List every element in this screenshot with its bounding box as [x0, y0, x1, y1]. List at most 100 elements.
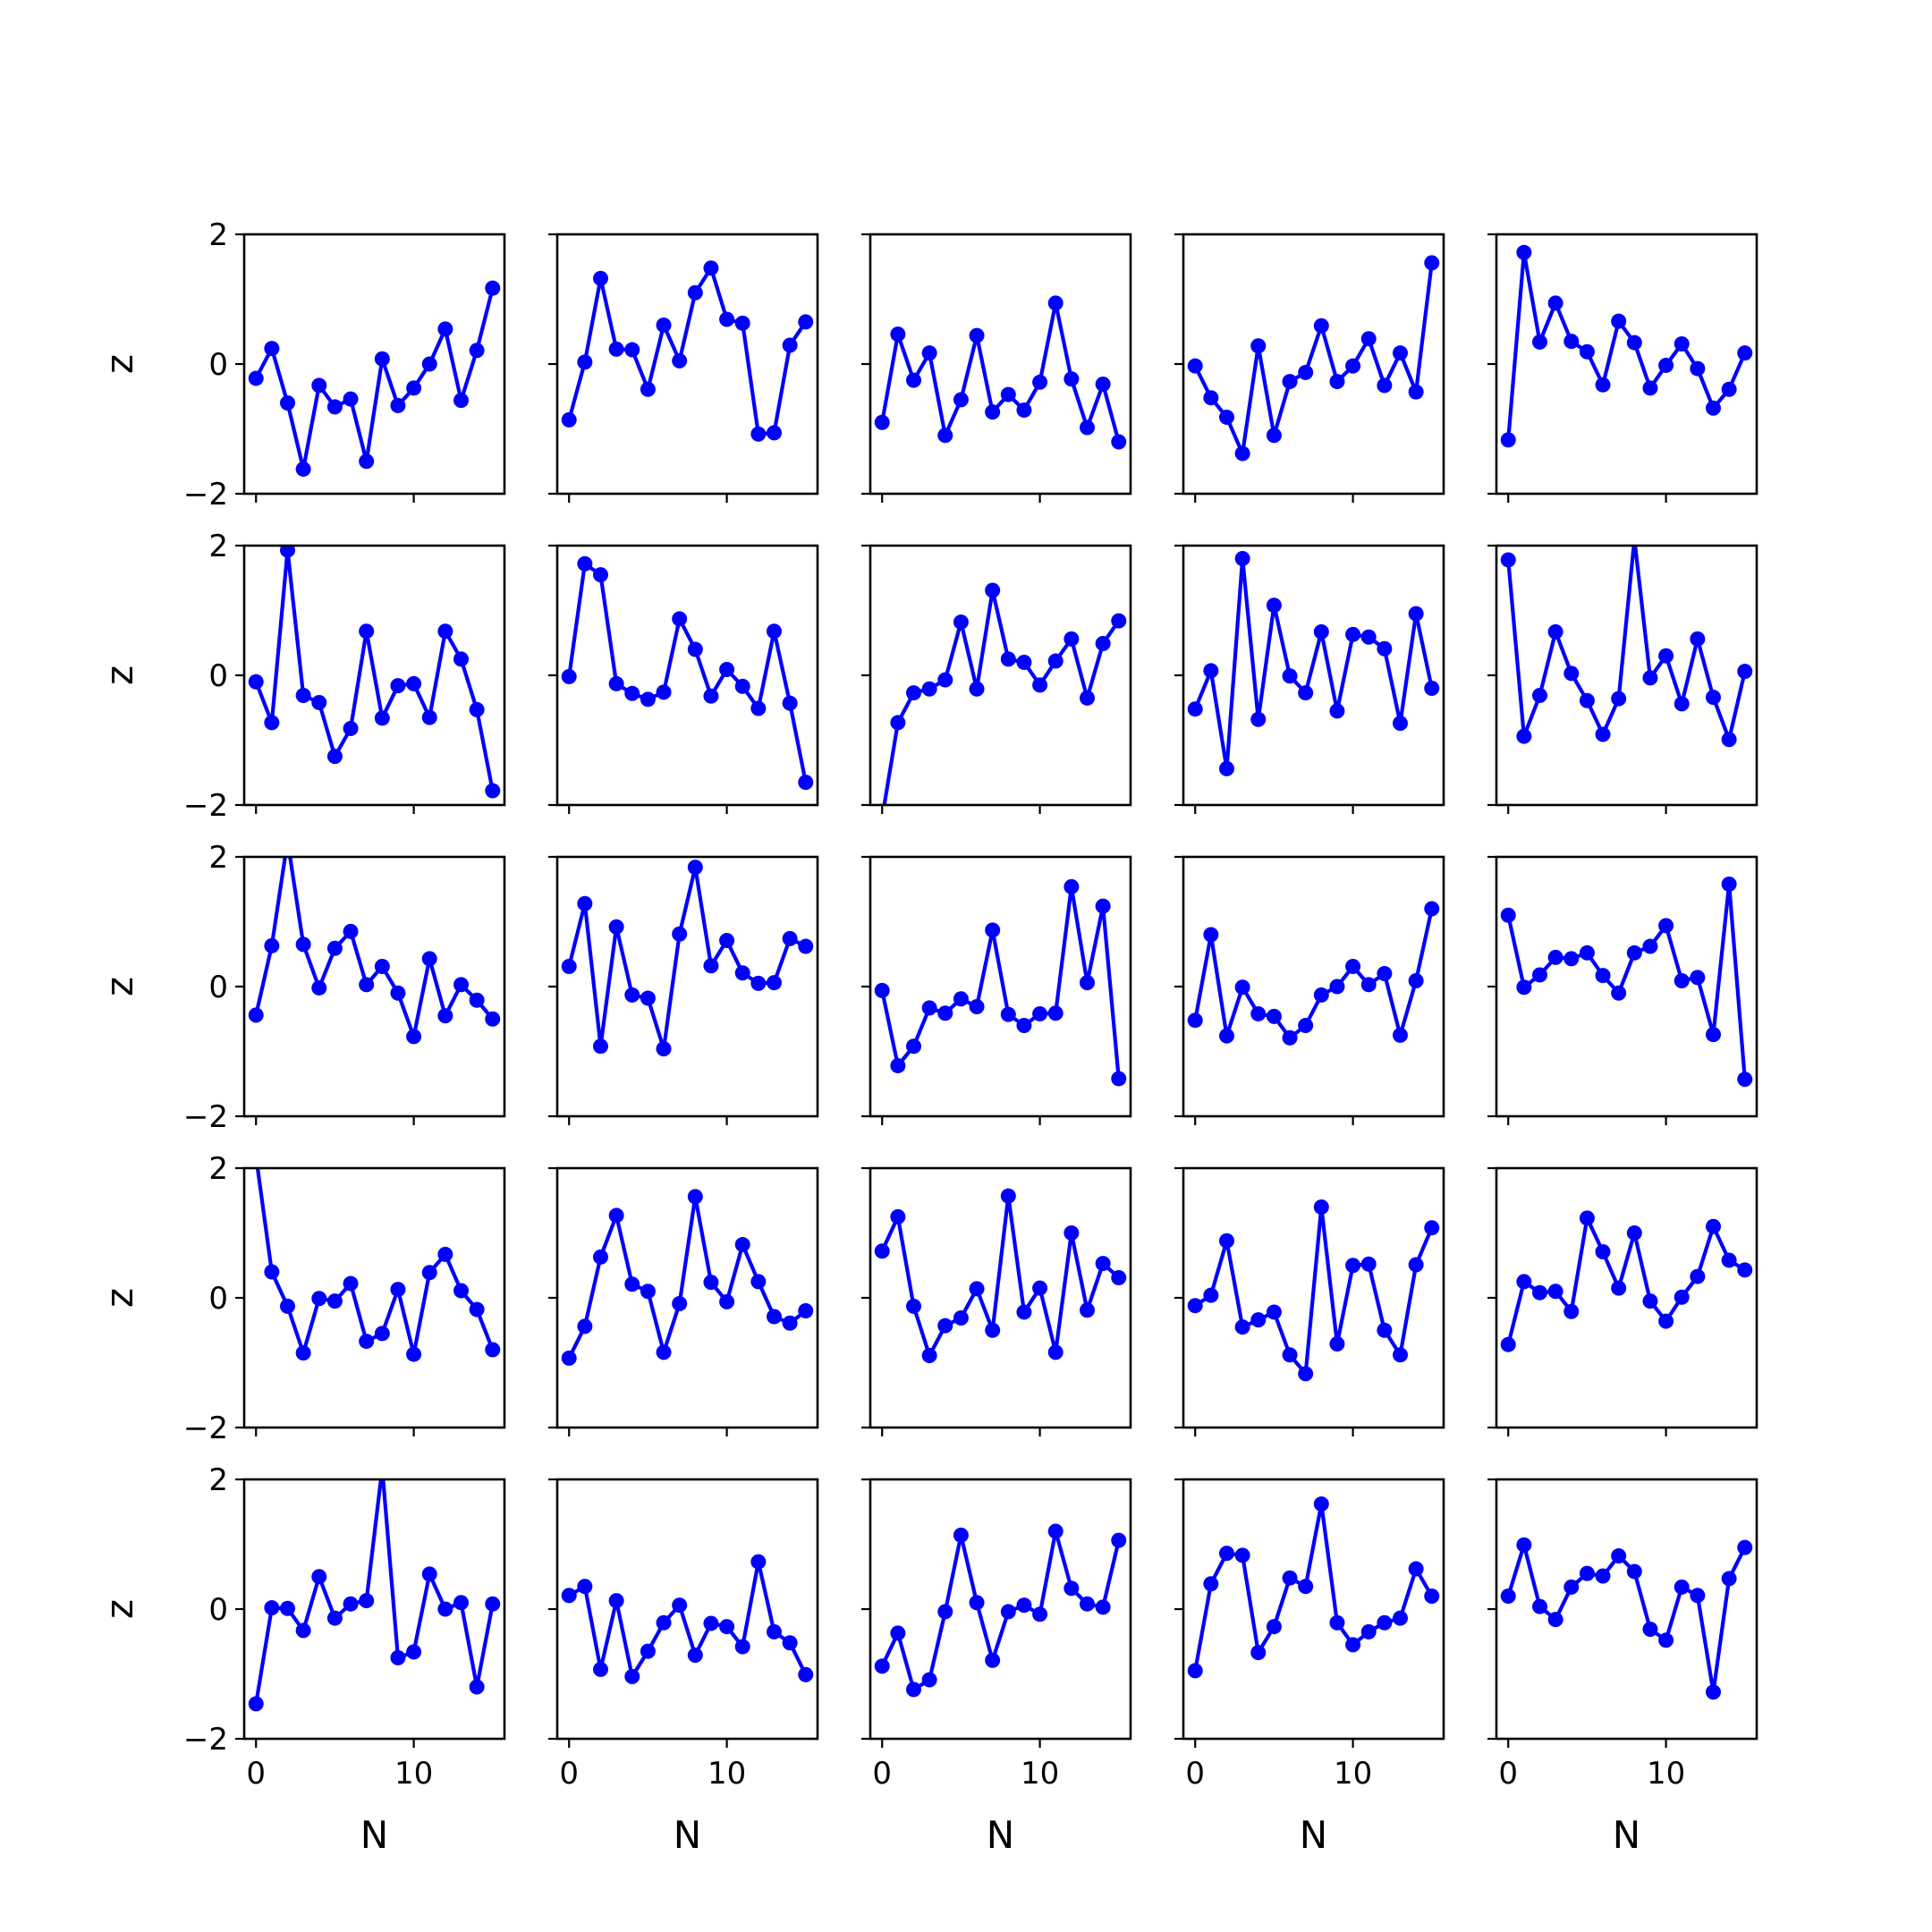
- data-point: [1282, 1030, 1298, 1046]
- data-point: [782, 695, 798, 711]
- data-point: [1000, 1006, 1016, 1022]
- subplot-r0-c2: [861, 233, 1132, 503]
- data-point: [874, 1658, 890, 1674]
- data-point: [406, 1346, 422, 1362]
- data-point: [406, 1029, 422, 1045]
- series-line: [1193, 556, 1434, 771]
- data-point: [264, 1264, 280, 1280]
- data-point: [485, 1011, 501, 1027]
- data-point: [1532, 1598, 1547, 1614]
- data-point: [1547, 1284, 1563, 1300]
- data-point: [874, 982, 890, 998]
- data-point: [561, 668, 577, 684]
- data-point: [326, 940, 343, 956]
- x-tick-label: 10: [1021, 1756, 1059, 1792]
- data-point: [453, 977, 469, 993]
- y-tick-label: 0: [208, 1281, 228, 1317]
- data-point: [421, 709, 437, 725]
- plot-area: [255, 1168, 501, 1362]
- series-line: [567, 1194, 808, 1360]
- data-point: [374, 710, 390, 726]
- data-point: [1187, 1013, 1203, 1029]
- data-point: [1690, 360, 1706, 377]
- data-point: [1266, 597, 1282, 614]
- data-point: [485, 280, 501, 296]
- y-tick-label: 2: [208, 529, 228, 564]
- data-point: [264, 715, 280, 731]
- data-point: [1266, 1008, 1282, 1024]
- x-tick-label: 10: [1334, 1756, 1372, 1792]
- data-point: [1329, 979, 1345, 995]
- data-point: [719, 661, 735, 677]
- x-axis-label: N: [674, 1813, 701, 1857]
- data-point: [1282, 374, 1298, 390]
- axes-frame: [555, 1478, 819, 1741]
- series-line: [880, 301, 1121, 443]
- data-point: [1219, 409, 1234, 425]
- plot-area: [874, 295, 1127, 450]
- plot-area: [874, 1188, 1127, 1364]
- data-point: [1516, 728, 1532, 744]
- data-point: [1611, 1280, 1627, 1296]
- data-point: [437, 321, 453, 337]
- subplot-r1-c0: −2 0 2 z: [97, 529, 506, 824]
- data-point: [343, 720, 359, 736]
- plot-area: [561, 1554, 814, 1684]
- data-point: [359, 1593, 375, 1609]
- data-point: [1500, 552, 1516, 568]
- plot-area: [882, 582, 1127, 805]
- plot-area: [248, 546, 501, 799]
- data-point: [608, 1208, 624, 1224]
- data-point: [1047, 295, 1063, 311]
- data-point: [1282, 1347, 1298, 1363]
- data-point: [1080, 975, 1095, 991]
- data-point: [969, 1281, 985, 1297]
- data-point: [1360, 1256, 1377, 1272]
- subplot-r4-c1: 0 10N: [548, 1478, 819, 1857]
- data-point: [359, 1334, 375, 1350]
- data-point: [1203, 390, 1219, 406]
- data-point: [593, 1249, 608, 1265]
- data-point: [1516, 1274, 1532, 1290]
- data-point: [343, 391, 359, 407]
- data-point: [1016, 1597, 1032, 1614]
- data-point: [406, 675, 422, 691]
- data-point: [1080, 1302, 1095, 1318]
- data-point: [561, 1588, 577, 1604]
- data-point: [1500, 432, 1516, 448]
- data-point: [656, 684, 672, 700]
- x-tick-label: 0: [246, 1756, 266, 1792]
- data-point: [1095, 376, 1111, 392]
- data-point: [453, 1283, 469, 1299]
- plot-area: [561, 1189, 814, 1366]
- data-point: [1500, 907, 1516, 923]
- data-point: [1674, 972, 1690, 988]
- data-point: [1016, 1018, 1032, 1033]
- plot-area: [1500, 876, 1753, 1088]
- data-point: [1234, 1319, 1250, 1335]
- data-point: [750, 700, 767, 716]
- data-point: [390, 1649, 406, 1665]
- data-point: [1219, 1028, 1234, 1044]
- series-line: [880, 1529, 1121, 1692]
- data-point: [1298, 685, 1314, 701]
- data-point: [1424, 901, 1440, 917]
- subplot-r3-c0: −2 0 2 z: [97, 1151, 506, 1446]
- data-point: [1234, 1547, 1250, 1563]
- data-point: [969, 681, 985, 697]
- data-point: [1658, 1313, 1674, 1329]
- subplot-r4-c2: 0 10N: [861, 1478, 1132, 1857]
- series-line: [1506, 250, 1747, 440]
- data-point: [1737, 1262, 1753, 1278]
- data-point: [1250, 1005, 1267, 1021]
- data-point: [593, 1038, 608, 1055]
- data-point: [624, 685, 640, 701]
- data-point: [1313, 1199, 1329, 1215]
- data-point: [1563, 334, 1580, 350]
- data-point: [1187, 358, 1203, 374]
- data-point: [734, 965, 750, 981]
- data-point: [1298, 364, 1314, 380]
- series-line: [567, 865, 807, 1051]
- data-point: [798, 314, 814, 330]
- data-point: [1063, 1225, 1080, 1241]
